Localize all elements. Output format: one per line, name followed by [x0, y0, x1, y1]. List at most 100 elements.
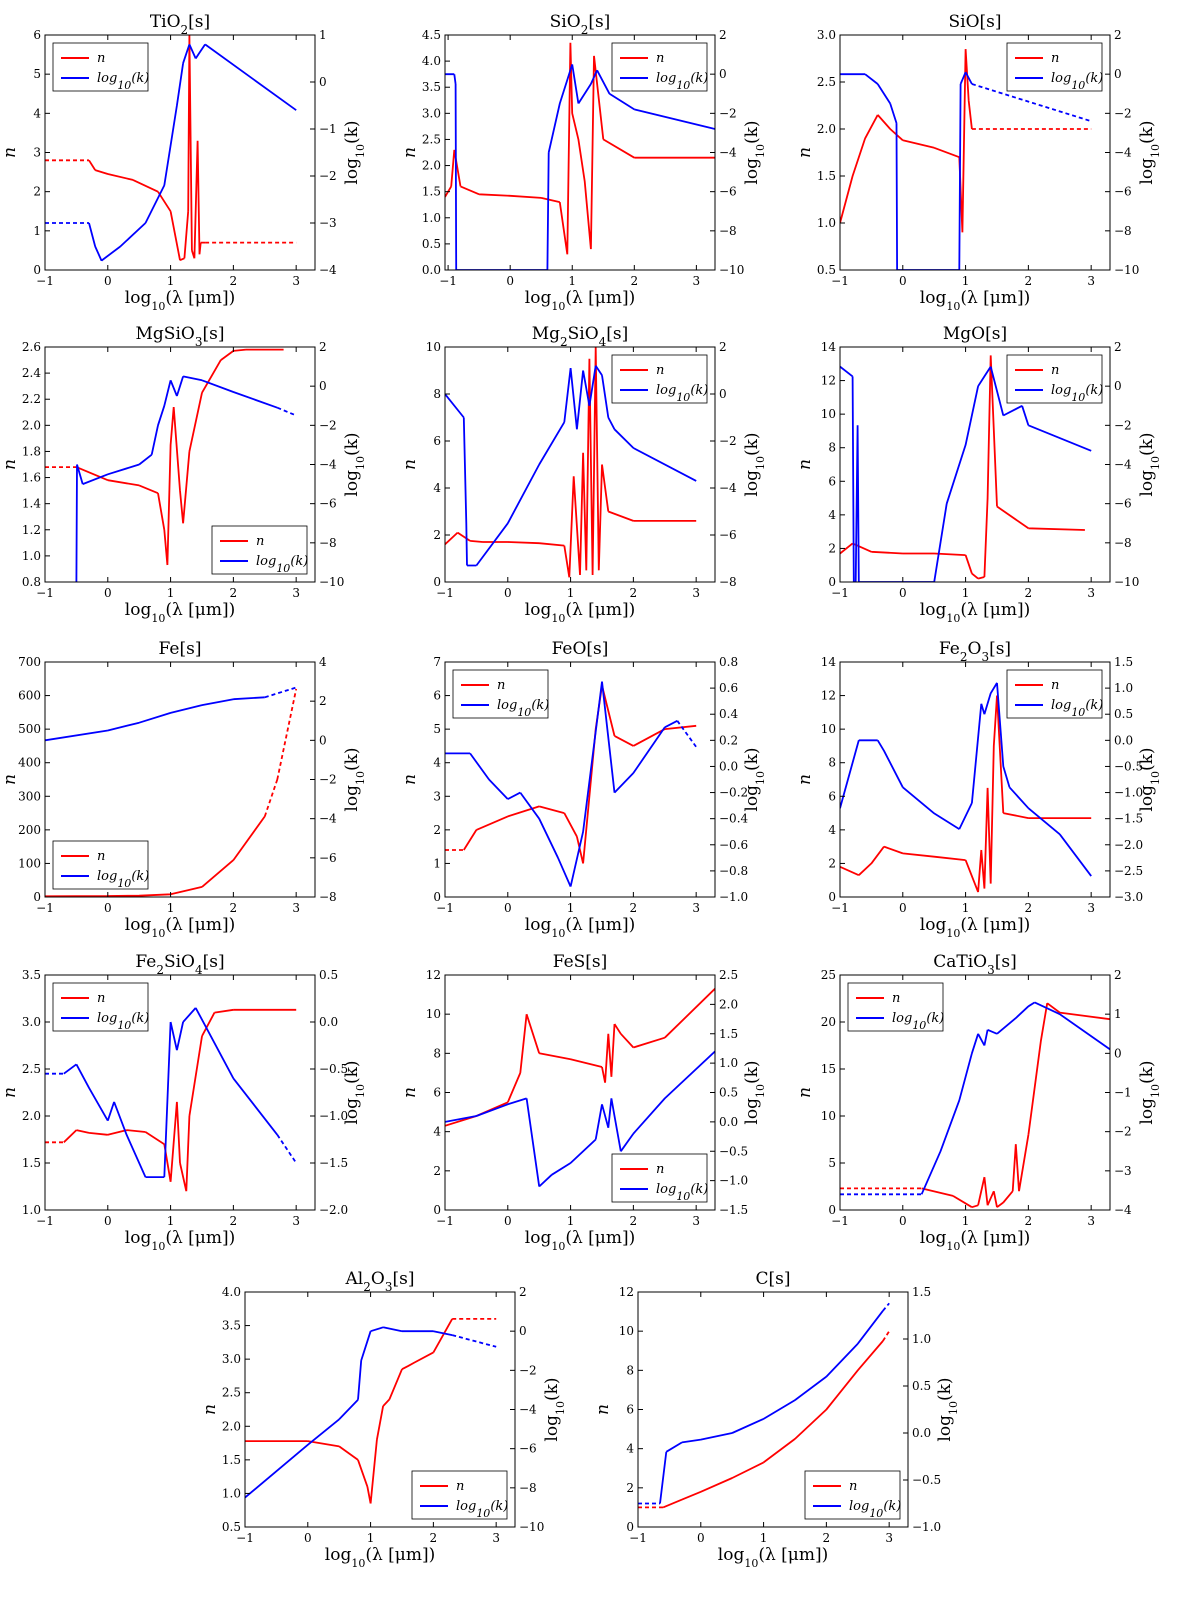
- y2-tick-label: 0.5: [319, 968, 338, 982]
- series-logk-line: [75, 375, 278, 582]
- y-tick-label: 10: [821, 1109, 836, 1123]
- x-tick-label: 0: [899, 274, 907, 288]
- y-axis-label: n: [795, 459, 815, 470]
- y2-axis-label: log10(k): [342, 747, 367, 811]
- chart-title: FeO[s]: [552, 639, 609, 659]
- y-tick-label: 3.5: [222, 1319, 241, 1333]
- y-tick-label: 5: [433, 722, 441, 736]
- y-tick-label: 6: [828, 474, 836, 488]
- y-tick-label: 2: [828, 856, 836, 870]
- y2-tick-label: −10: [519, 1520, 544, 1534]
- y2-axis-label: log10(k): [935, 1377, 960, 1441]
- chart-title: Fe[s]: [159, 639, 202, 659]
- y2-tick-label: −10: [1114, 575, 1139, 589]
- legend-label: n: [97, 51, 105, 66]
- y2-tick-label: 0: [319, 733, 327, 747]
- y2-tick-label: 0.5: [1114, 707, 1133, 721]
- x-tick-label: 3: [292, 586, 300, 600]
- x-tick-label: 1: [167, 901, 175, 915]
- series-logk-line: [245, 1326, 453, 1499]
- y2-tick-label: 1.5: [912, 1285, 931, 1299]
- x-tick-label: 1: [567, 901, 575, 915]
- chart-title: Al2O3[s]: [345, 1269, 415, 1294]
- x-tick-label: 3: [292, 1214, 300, 1228]
- chart-panel-7: −1 0 1 2 30100200300400500600700−8−6−4−2024F…: [0, 639, 367, 940]
- y2-tick-label: 1: [319, 28, 327, 42]
- x-tick-label: 2: [430, 1531, 438, 1545]
- series-logk-extrapolation: [451, 1334, 497, 1348]
- y-tick-label: 1.5: [222, 1453, 241, 1467]
- y-tick-label: 2: [433, 528, 441, 542]
- x-tick-label: 3: [492, 1531, 500, 1545]
- chart-title: SiO2[s]: [550, 12, 611, 37]
- y-tick-label: 2: [33, 185, 41, 199]
- y-tick-label: 5: [828, 1156, 836, 1170]
- x-tick-label: 0: [697, 1531, 705, 1545]
- y2-tick-label: 0.6: [719, 681, 738, 695]
- y2-tick-label: −4: [319, 812, 337, 826]
- x-tick-label: 1: [962, 1214, 970, 1228]
- legend-label: n: [497, 678, 505, 693]
- y-tick-label: 4: [626, 1442, 634, 1456]
- y-tick-label: 2.0: [222, 1419, 241, 1433]
- x-tick-label: 2: [1025, 1214, 1033, 1228]
- y2-tick-label: −8: [319, 536, 337, 550]
- y2-axis-label: log10(k): [1137, 120, 1162, 184]
- y-tick-label: 0: [33, 263, 41, 277]
- x-tick-label: 0: [104, 586, 112, 600]
- y-tick-label: 2.0: [22, 1109, 41, 1123]
- x-tick-label: −1: [831, 1214, 849, 1228]
- series-logk-line: [445, 64, 715, 270]
- y-tick-label: 6: [433, 1086, 441, 1100]
- y-tick-label: 25: [821, 968, 836, 982]
- y2-tick-label: −6: [1114, 185, 1132, 199]
- x-tick-label: 2: [1025, 586, 1033, 600]
- legend-label: n: [1051, 51, 1059, 66]
- plot-frame: [444, 346, 716, 583]
- legend-label: n: [456, 1479, 464, 1494]
- y-tick-label: 2.4: [22, 366, 41, 380]
- y-tick-label: 8: [433, 387, 441, 401]
- y-tick-label: 0: [433, 890, 441, 904]
- legend-label: log10(k): [497, 698, 549, 719]
- series-logk-extrapolation: [276, 406, 297, 417]
- y-tick-label: 6: [433, 689, 441, 703]
- series-logk-line: [45, 696, 265, 742]
- legend-box: [52, 840, 149, 890]
- chart-title: Mg2SiO4[s]: [532, 324, 629, 349]
- y-tick-label: 6: [828, 789, 836, 803]
- legend: n log10(k): [611, 1153, 708, 1203]
- y2-tick-label: 0.5: [719, 1086, 738, 1100]
- x-tick-label: 1: [760, 1531, 768, 1545]
- y2-tick-label: −6: [1114, 497, 1132, 511]
- y-tick-label: 1.4: [22, 497, 41, 511]
- y-tick-label: 0: [33, 890, 41, 904]
- y-tick-label: 3.0: [817, 28, 836, 42]
- y2-tick-label: −0.5: [319, 1062, 348, 1076]
- x-tick-label: 2: [630, 1214, 638, 1228]
- y-axis-label: n: [0, 1087, 20, 1098]
- series-n-line: [63, 1008, 297, 1192]
- y2-tick-label: −1.5: [719, 1203, 748, 1217]
- y-tick-label: 4.5: [422, 28, 441, 42]
- legend-box: [611, 1153, 708, 1203]
- y-tick-label: 12: [426, 968, 441, 982]
- x-tick-label: 3: [292, 274, 300, 288]
- chart-title: C[s]: [756, 1269, 791, 1289]
- legend-label: n: [1051, 678, 1059, 693]
- series-n-line: [463, 685, 697, 864]
- legend-label: log10(k): [1051, 383, 1103, 404]
- legend-box: [611, 354, 708, 404]
- y2-tick-label: 4: [319, 655, 327, 669]
- y2-tick-label: 0: [1114, 379, 1122, 393]
- x-tick-label: 0: [899, 586, 907, 600]
- chart-title: Fe2O3[s]: [939, 639, 1011, 664]
- y2-tick-label: −8: [519, 1481, 537, 1495]
- x-tick-label: 0: [504, 1214, 512, 1228]
- legend-label: log10(k): [849, 1499, 901, 1520]
- y2-tick-label: −3: [319, 216, 337, 230]
- series-n-line: [840, 49, 973, 233]
- y-tick-label: 10: [821, 722, 836, 736]
- y2-tick-label: 0.5: [912, 1379, 931, 1393]
- y2-tick-label: −8: [1114, 224, 1132, 238]
